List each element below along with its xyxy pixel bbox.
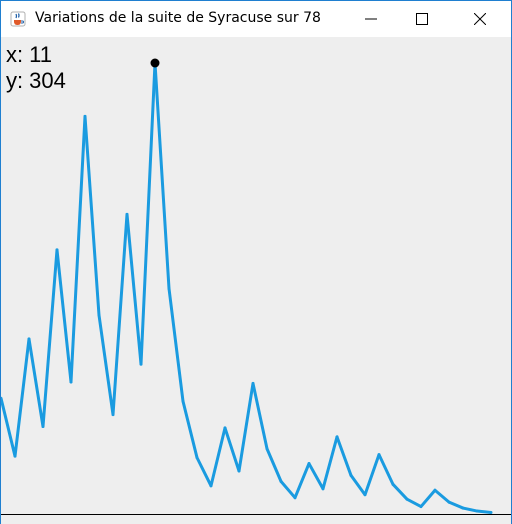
data-point[interactable] (347, 471, 355, 479)
series-segment (279, 479, 297, 500)
x-readout: x: 11 (6, 43, 52, 67)
data-point[interactable] (1, 394, 5, 402)
java-cup-icon (10, 11, 26, 27)
data-point[interactable] (361, 491, 369, 499)
data-point[interactable] (445, 498, 453, 506)
series-segment (405, 497, 423, 509)
series-segment (83, 114, 101, 317)
data-point[interactable] (39, 422, 47, 430)
data-point[interactable] (305, 460, 313, 468)
series-segment (419, 488, 437, 509)
series-segment (391, 482, 409, 501)
data-point[interactable] (109, 411, 117, 419)
data-point[interactable] (459, 504, 467, 512)
data-point[interactable] (207, 482, 215, 490)
maximize-icon (416, 13, 428, 25)
series-segment (1, 396, 17, 458)
series-segment (69, 114, 87, 384)
series-segment (195, 456, 213, 488)
minimize-button[interactable] (348, 1, 394, 37)
series-segment (125, 212, 143, 366)
syracuse-line-chart (1, 58, 511, 517)
series-segment (293, 462, 311, 500)
series-segment (97, 313, 115, 417)
series-segment (167, 287, 185, 403)
x-readout-value: 11 (29, 42, 52, 67)
series-segment (335, 435, 353, 477)
data-point[interactable] (165, 285, 173, 293)
series-segment (265, 447, 283, 483)
series-segment (209, 426, 227, 488)
series-segment (433, 488, 451, 504)
data-point[interactable] (431, 486, 439, 494)
series-segment (475, 509, 493, 515)
series-segment (111, 212, 129, 417)
minimize-icon (365, 18, 377, 20)
series-segment (55, 248, 73, 384)
data-point[interactable] (403, 495, 411, 503)
series-segment (307, 462, 325, 491)
data-point[interactable] (53, 246, 61, 254)
data-point[interactable] (179, 397, 187, 405)
data-point[interactable] (235, 467, 243, 475)
maximize-button[interactable] (399, 1, 445, 37)
series-segment (41, 248, 59, 428)
highlight-point-marker (150, 58, 160, 68)
y-readout-value: 304 (29, 68, 66, 93)
series-segment (377, 453, 395, 486)
series-segment (223, 426, 241, 473)
data-point[interactable] (95, 311, 103, 319)
data-point[interactable] (123, 210, 131, 218)
data-point[interactable] (137, 360, 145, 368)
data-point[interactable] (249, 379, 257, 387)
series-segment (321, 435, 339, 491)
data-point[interactable] (487, 509, 495, 517)
series-segment (237, 381, 255, 473)
data-point[interactable] (333, 433, 341, 441)
series-segment (363, 453, 381, 497)
data-point[interactable] (263, 445, 271, 453)
plot-canvas[interactable]: x: 11 y: 304 (1, 38, 511, 524)
data-point[interactable] (277, 477, 285, 485)
data-point[interactable] (67, 378, 75, 386)
title-bar[interactable]: Variations de la suite de Syracuse sur 7… (1, 1, 511, 37)
data-point[interactable] (25, 335, 33, 343)
y-readout: y: 304 (6, 69, 66, 93)
data-point[interactable] (319, 485, 327, 493)
data-point[interactable] (221, 424, 229, 432)
series-segment (349, 473, 367, 497)
window-title: Variations de la suite de Syracuse sur 7… (35, 10, 321, 26)
series-segment (181, 399, 199, 460)
data-point[interactable] (389, 480, 397, 488)
series-segment (139, 61, 157, 366)
data-point[interactable] (375, 451, 383, 459)
series-segment (27, 337, 45, 428)
series-segment (13, 337, 31, 458)
close-button[interactable] (457, 1, 503, 37)
data-point[interactable] (11, 452, 19, 460)
y-readout-label: y: (6, 68, 24, 93)
x-readout-label: x: (6, 42, 24, 67)
series-segment (251, 381, 269, 451)
data-point[interactable] (473, 507, 481, 515)
series-segment (153, 61, 171, 290)
data-point[interactable] (417, 503, 425, 511)
series-segment (447, 500, 465, 510)
data-point[interactable] (81, 112, 89, 120)
data-point[interactable] (193, 454, 201, 462)
data-point[interactable] (291, 494, 299, 502)
close-icon (474, 13, 486, 25)
series-segment (461, 506, 479, 513)
